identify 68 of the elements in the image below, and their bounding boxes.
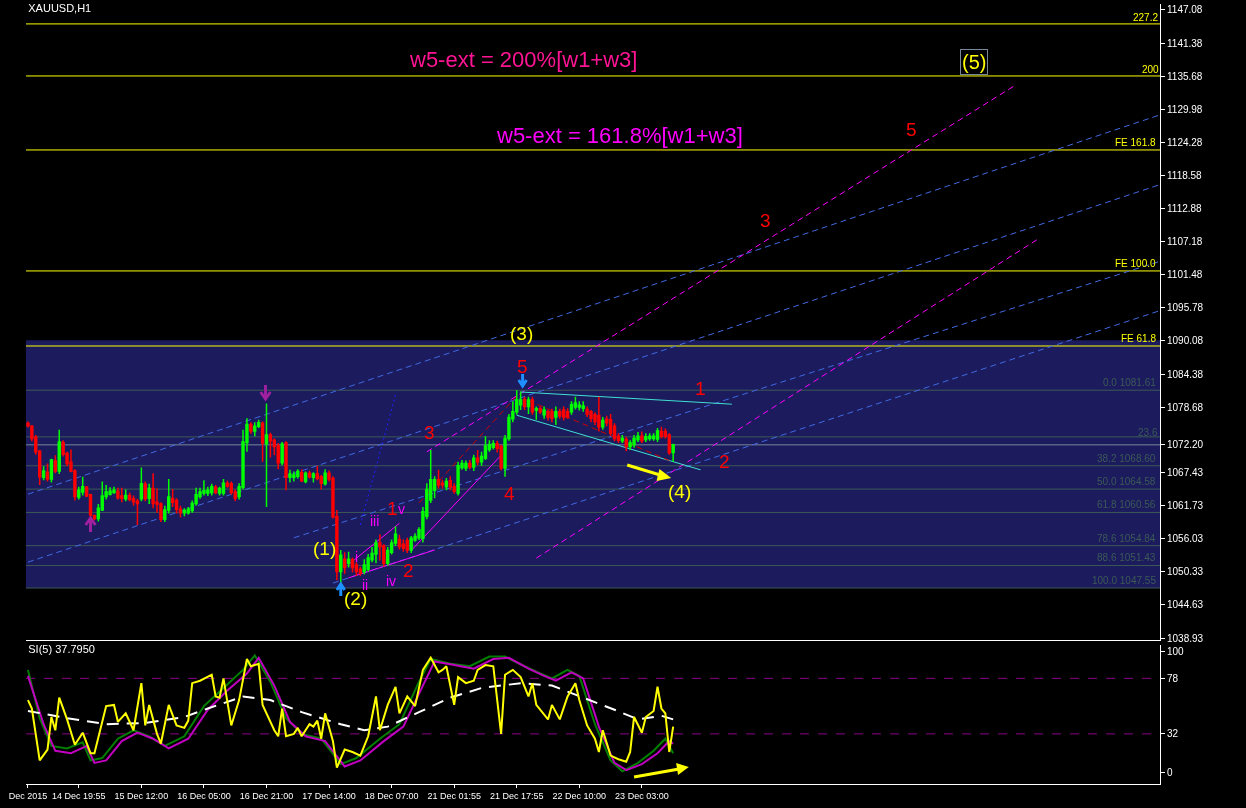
x-tick-label: 17 Dec 14:00 — [302, 790, 356, 801]
y-tick-label: 1067.43 — [1167, 467, 1204, 479]
chart-title: XAUUSD,H1 — [28, 1, 92, 14]
annotation: (4) — [668, 481, 692, 502]
annotation: 227.2 — [1133, 12, 1159, 23]
x-tick-label: 16 Dec 21:00 — [239, 790, 294, 801]
y-tick-label: 1078.68 — [1167, 401, 1204, 413]
annotation: 5 — [906, 119, 917, 140]
x-tick-label: 15 Dec 12:00 — [114, 790, 169, 801]
y-tick-label: 1061.73 — [1167, 500, 1204, 512]
y-tick-label: 1124.28 — [1167, 136, 1203, 148]
ref-line-label: 61.8 1060.56 — [1097, 499, 1156, 510]
y-tick-label: 1090.08 — [1167, 335, 1204, 347]
annotation: ii — [362, 577, 369, 593]
x-tick-label: 23 Dec 03:00 — [615, 790, 669, 801]
y-tick-label: 1056.03 — [1167, 533, 1204, 545]
annotation: iii — [370, 513, 380, 529]
annotation: 4 — [504, 483, 515, 504]
x-tick-label: Dec 2015 — [8, 790, 48, 801]
y-tick-label: 32 — [1167, 728, 1179, 740]
annotation: w5-ext = 200%[w1+w3] — [409, 47, 638, 72]
y-tick-label: 1050.33 — [1167, 566, 1204, 578]
y-tick-label: 1129.98 — [1167, 103, 1203, 115]
y-tick-label: 1038.93 — [1167, 632, 1204, 644]
y-tick-label: 1084.38 — [1167, 368, 1204, 380]
annotation: w5-ext = 161.8%[w1+w3] — [496, 123, 743, 148]
y-tick-label: 1044.63 — [1167, 599, 1204, 611]
annotation: 1 — [387, 498, 398, 519]
y-tick-label: 1072.20 — [1167, 439, 1204, 451]
ref-line-label: FE 61.8 — [1121, 333, 1157, 344]
annotation: 2 — [403, 560, 414, 581]
annotation: iv — [386, 573, 397, 589]
annotation: 1 — [695, 378, 706, 399]
y-tick-label: 1101.48 — [1167, 269, 1203, 281]
annotation: 200 — [1142, 64, 1160, 75]
x-tick-label: 22 Dec 10:00 — [552, 790, 607, 801]
y-tick-label: 1095.78 — [1167, 302, 1204, 314]
annotation: i — [355, 549, 359, 565]
y-tick-label: 1118.58 — [1167, 169, 1203, 181]
ref-line-label: 78.6 1054.84 — [1097, 533, 1156, 544]
x-tick-label: 21 Dec 17:55 — [489, 790, 544, 801]
x-tick-label: 18 Dec 07:00 — [364, 790, 419, 801]
annotation: 23.6 — [1138, 427, 1158, 438]
y-tick-label: 1135.68 — [1167, 70, 1203, 82]
x-tick-label: 21 Dec 01:55 — [427, 790, 481, 801]
ref-line-label: FE 161.8 — [1115, 137, 1157, 148]
ref-line-label: FE 100.0 — [1115, 258, 1157, 269]
y-tick-label: 1141.38 — [1167, 37, 1203, 49]
y-tick-label: 1147.08 — [1167, 4, 1203, 16]
annotation: (5) — [962, 51, 987, 73]
x-tick-label: 16 Dec 05:00 — [177, 790, 231, 801]
annotation: 5 — [517, 356, 528, 377]
x-tick-label: 14 Dec 19:55 — [52, 790, 106, 801]
y-tick-label: 78 — [1167, 672, 1179, 684]
annotation: 3 — [760, 210, 771, 231]
annotation: (1) — [313, 538, 337, 559]
ref-line-label: 38.2 1068.60 — [1097, 453, 1156, 464]
y-tick-label: 100 — [1167, 646, 1185, 658]
y-tick-label: 0 — [1167, 767, 1173, 779]
annotation: v — [398, 501, 405, 517]
annotation: 3 — [424, 422, 435, 443]
annotation: (3) — [510, 323, 534, 344]
ref-line-label: 50.0 1064.58 — [1097, 476, 1156, 487]
y-tick-label: 1107.18 — [1167, 236, 1203, 248]
y-tick-label: 1112.88 — [1167, 203, 1203, 215]
annotation: 2 — [719, 451, 730, 472]
ref-line-label: 88.6 1051.43 — [1097, 552, 1156, 563]
chart-title: SI(5) 37.7950 — [28, 642, 95, 655]
